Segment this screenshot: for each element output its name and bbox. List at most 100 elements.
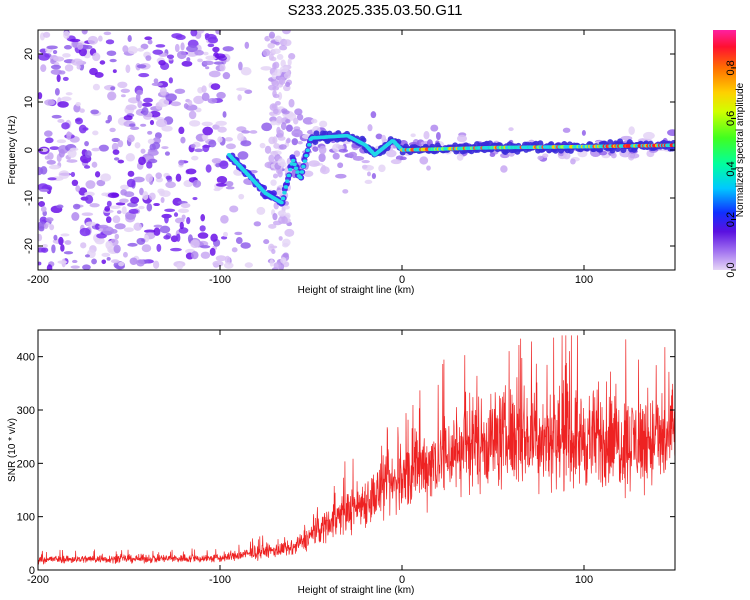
heatmap-blob bbox=[76, 64, 81, 70]
heatmap-blob bbox=[366, 171, 372, 177]
heatmap-blob bbox=[225, 186, 235, 190]
heatmap-blob bbox=[120, 88, 131, 93]
heatmap-blob bbox=[181, 60, 193, 67]
heatmap-blob bbox=[38, 92, 43, 100]
heatmap-blob bbox=[272, 173, 279, 179]
heatmap-blob bbox=[72, 203, 81, 210]
heatmap-blob bbox=[90, 109, 99, 115]
heatmap-blob bbox=[125, 104, 137, 111]
heatmap-blob bbox=[220, 214, 229, 224]
heatmap-blob bbox=[201, 85, 207, 93]
ridge-core bbox=[306, 143, 312, 147]
heatmap-blob bbox=[64, 240, 72, 245]
heatmap-blob bbox=[65, 92, 73, 96]
heatmap-blob bbox=[181, 214, 186, 220]
heatmap-blob bbox=[128, 123, 136, 127]
heatmap-blob bbox=[274, 68, 282, 77]
heatmap-blob bbox=[208, 139, 217, 148]
colorbar-label: Normalized spectral amplitude bbox=[735, 82, 746, 217]
snr-y-tick-label: 300 bbox=[17, 405, 35, 417]
heatmap-blob bbox=[190, 30, 198, 37]
heatmap-blob bbox=[224, 255, 231, 264]
heatmap-blob bbox=[276, 168, 283, 175]
heatmap-blob bbox=[141, 244, 152, 253]
heatmap-blob bbox=[205, 66, 210, 70]
heatmap-blob bbox=[98, 144, 109, 152]
heatmap-blob bbox=[147, 130, 153, 135]
heatmap-blob bbox=[84, 254, 90, 258]
heatmap-blob bbox=[240, 140, 252, 147]
heatmap-blob bbox=[127, 46, 138, 54]
heatmap-blob bbox=[214, 53, 226, 59]
heatmap-blob bbox=[92, 83, 100, 91]
heatmap-blob bbox=[274, 100, 281, 106]
heatmap-blob bbox=[430, 124, 439, 132]
heatmap-blob bbox=[152, 49, 164, 55]
colorbar-tick-label: 0.0 bbox=[725, 262, 737, 277]
heatmap-blob bbox=[109, 58, 117, 63]
heatmap-blob bbox=[62, 76, 69, 81]
heatmap-blob bbox=[46, 264, 53, 270]
heatmap-blob bbox=[284, 228, 295, 237]
heatmap-blob bbox=[288, 98, 295, 108]
heatmap-blob bbox=[109, 205, 121, 209]
heatmap-blob bbox=[145, 55, 152, 61]
heatmap-blob bbox=[237, 151, 249, 160]
heatmap-blob bbox=[147, 149, 159, 156]
heatmap-blob bbox=[259, 142, 266, 149]
heatmap-blob bbox=[50, 64, 62, 70]
heatmap-blob bbox=[215, 162, 221, 168]
heatmap-y-tick-label: -20 bbox=[23, 238, 35, 254]
heatmap-blob bbox=[219, 160, 229, 170]
heatmap-blob bbox=[152, 260, 160, 269]
heatmap-blob bbox=[337, 144, 345, 150]
heatmap-blob bbox=[253, 221, 262, 227]
snr-y-tick-label: 100 bbox=[17, 512, 35, 524]
ridge-core bbox=[290, 158, 296, 163]
heatmap-blob bbox=[159, 225, 171, 234]
heatmap-blob bbox=[207, 43, 215, 48]
heatmap-blob bbox=[111, 142, 119, 151]
heatmap-blob bbox=[297, 140, 303, 145]
heatmap-blob bbox=[85, 180, 96, 189]
heatmap-blob bbox=[153, 78, 159, 84]
heatmap-blob bbox=[106, 257, 111, 261]
heatmap-blob bbox=[335, 173, 347, 179]
heatmap-blob bbox=[161, 146, 169, 150]
heatmap-blob bbox=[207, 98, 218, 104]
heatmap-blob bbox=[378, 164, 386, 173]
heatmap-blob bbox=[302, 117, 315, 125]
heatmap-blob bbox=[50, 69, 63, 75]
heatmap-blob bbox=[69, 38, 81, 43]
heatmap-blob bbox=[216, 91, 226, 99]
heatmap-blob bbox=[274, 35, 282, 43]
heatmap-blob bbox=[628, 126, 635, 135]
heatmap-blob bbox=[62, 53, 71, 58]
heatmap-blob bbox=[61, 122, 70, 130]
heatmap-blob bbox=[75, 101, 81, 107]
heatmap-blob bbox=[105, 216, 112, 224]
heatmap-blob bbox=[271, 48, 281, 55]
heatmap-blob bbox=[426, 165, 431, 171]
heatmap-blob bbox=[155, 119, 168, 128]
heatmap-blob bbox=[96, 179, 106, 187]
heatmap-blob bbox=[56, 204, 64, 209]
heatmap-blob bbox=[283, 205, 290, 210]
heatmap-blob bbox=[203, 51, 209, 56]
heatmap-blob bbox=[141, 102, 153, 107]
heatmap-blob bbox=[42, 243, 48, 248]
heatmap-y-tick-label: -10 bbox=[23, 190, 35, 206]
heatmap-blob bbox=[281, 108, 288, 114]
heatmap-blob bbox=[296, 113, 304, 121]
snr-ticks: -200 -100 0 100 0 100 200 300 400 bbox=[17, 330, 675, 586]
heatmap-blob bbox=[77, 42, 84, 50]
heatmap-blob bbox=[81, 30, 88, 35]
heatmap-blob bbox=[371, 172, 377, 179]
heatmap-blob bbox=[375, 133, 383, 140]
heatmap-blob bbox=[102, 226, 114, 236]
heatmap-blob bbox=[410, 133, 416, 138]
heatmap-blob bbox=[281, 216, 288, 225]
heatmap-blob bbox=[60, 233, 70, 237]
heatmap-blob bbox=[241, 130, 251, 134]
heatmap-blob bbox=[171, 33, 183, 39]
